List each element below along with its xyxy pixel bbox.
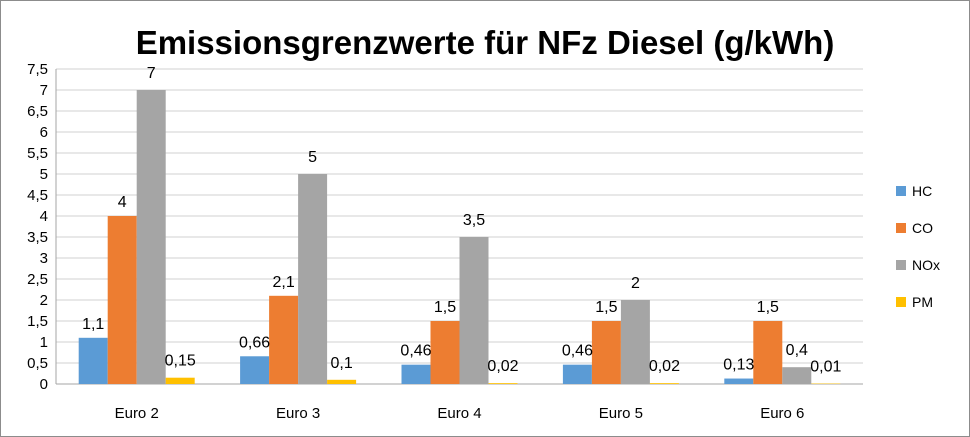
legend-label: PM — [912, 294, 933, 310]
x-tick-label: Euro 2 — [115, 405, 159, 422]
legend-swatch-nox — [896, 260, 906, 270]
y-tick-label: 1,5 — [27, 313, 48, 330]
bar-hc — [401, 364, 431, 384]
data-label: 0,46 — [400, 343, 431, 360]
data-label: 0,4 — [786, 342, 808, 359]
bar-co — [591, 321, 621, 384]
y-tick-label: 5,5 — [27, 145, 48, 162]
x-tick-label: Euro 5 — [599, 405, 643, 422]
bar-pm — [488, 383, 518, 384]
data-label: 1,5 — [434, 299, 456, 316]
legend-swatch-co — [896, 223, 906, 233]
chart-title: Emissionsgrenzwerte für NFz Diesel (g/kW… — [136, 24, 835, 61]
data-label: 3,5 — [463, 212, 485, 229]
legend-label: HC — [912, 183, 932, 199]
y-tick-label: 7 — [40, 82, 48, 99]
legend: HC CO NOx PM — [896, 183, 940, 310]
data-label: 0,02 — [649, 358, 680, 375]
bars — [78, 90, 841, 384]
legend-swatch-hc — [896, 186, 906, 196]
x-axis-ticks: Euro 2 Euro 3 Euro 4 Euro 5 Euro 6 — [115, 405, 805, 422]
x-tick-label: Euro 6 — [760, 405, 804, 422]
bar-nox — [459, 237, 489, 384]
data-label: 7 — [147, 65, 156, 82]
data-label: 4 — [118, 194, 127, 211]
y-tick-label: 2,5 — [27, 271, 48, 288]
bar-nox — [782, 367, 812, 384]
data-label: 2 — [631, 275, 640, 292]
bar-nox — [136, 90, 166, 384]
bar-pm — [649, 383, 679, 384]
y-tick-label: 0 — [40, 376, 48, 393]
x-tick-label: Euro 4 — [437, 405, 481, 422]
bar-hc — [724, 378, 754, 384]
bar-hc — [562, 364, 592, 384]
data-label: 1,5 — [595, 299, 617, 316]
y-tick-label: 0,5 — [27, 355, 48, 372]
y-tick-label: 2 — [40, 292, 48, 309]
legend-label: CO — [912, 220, 933, 236]
data-label: 0,66 — [239, 334, 270, 351]
data-label: 0,46 — [562, 343, 593, 360]
y-tick-label: 6 — [40, 124, 48, 141]
bar-co — [753, 321, 783, 384]
data-label: 0,1 — [330, 355, 352, 372]
bar-pm — [327, 379, 357, 384]
y-tick-label: 1 — [40, 334, 48, 351]
y-tick-label: 3 — [40, 250, 48, 267]
data-label: 0,02 — [487, 358, 518, 375]
bar-co — [269, 295, 299, 384]
legend-label: NOx — [912, 257, 940, 273]
data-label: 5 — [308, 149, 317, 166]
data-labels: 1,1 4 7 0,15 0,66 2,1 5 0,1 0,46 1,5 3,5 0,02 0,46 1,… — [82, 65, 841, 376]
y-tick-label: 4 — [40, 208, 48, 225]
legend-swatch-pm — [896, 297, 906, 307]
bar-co — [107, 216, 137, 384]
y-axis-ticks: 0 0,5 1 1,5 2 2,5 3 3,5 4 4,5 5 5,5 6 6,5 7 7,5 — [27, 61, 48, 393]
bar-nox — [298, 174, 328, 384]
data-label: 1,5 — [757, 299, 779, 316]
data-label: 0,13 — [723, 357, 754, 374]
x-tick-label: Euro 3 — [276, 405, 320, 422]
y-tick-label: 4,5 — [27, 187, 48, 204]
data-label: 0,15 — [165, 353, 196, 370]
bar-nox — [620, 300, 650, 384]
y-tick-label: 3,5 — [27, 229, 48, 246]
data-label: 2,1 — [272, 274, 294, 291]
y-tick-label: 5 — [40, 166, 48, 183]
bar-hc — [78, 337, 108, 384]
y-tick-label: 7,5 — [27, 61, 48, 78]
data-label: 1,1 — [82, 316, 104, 333]
y-tick-label: 6,5 — [27, 103, 48, 120]
data-label: 0,01 — [810, 359, 841, 376]
bar-co — [430, 321, 460, 384]
bar-pm — [165, 377, 195, 384]
bar-hc — [240, 356, 270, 384]
